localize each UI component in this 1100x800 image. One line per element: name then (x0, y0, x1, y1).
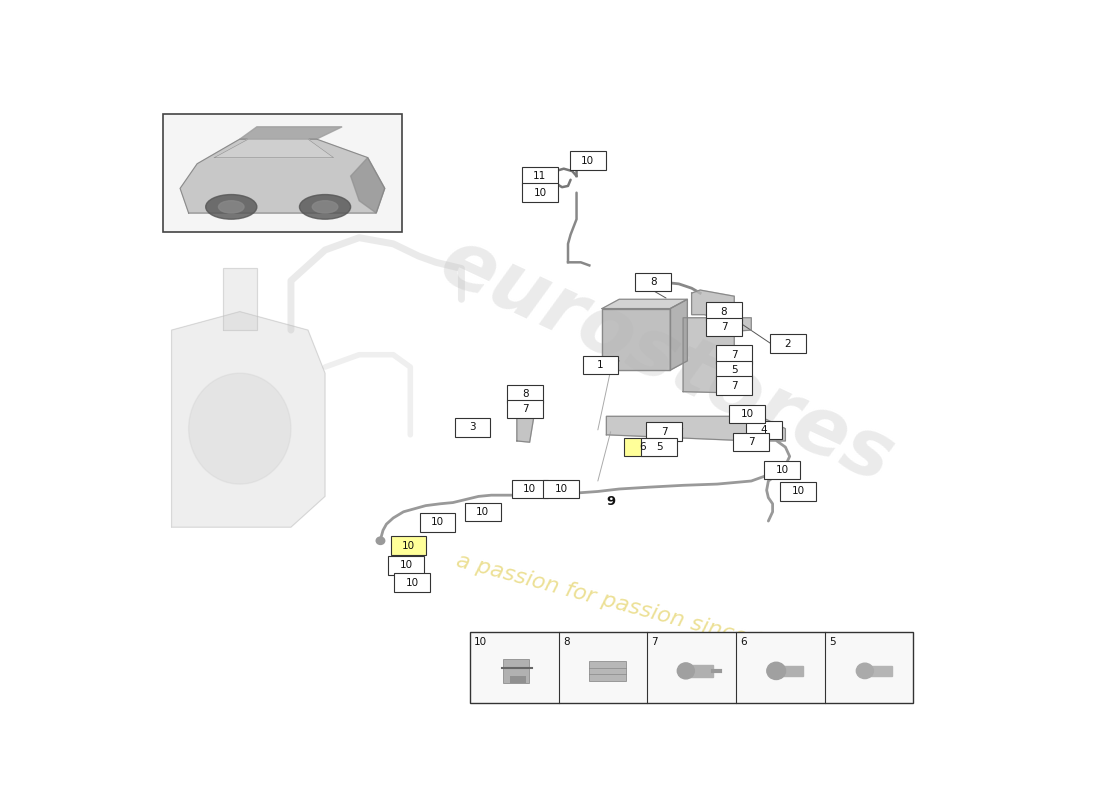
FancyBboxPatch shape (512, 480, 548, 498)
Polygon shape (351, 158, 385, 213)
Polygon shape (867, 666, 892, 676)
Polygon shape (683, 318, 751, 393)
FancyBboxPatch shape (770, 334, 806, 353)
Text: 10: 10 (406, 578, 419, 588)
FancyBboxPatch shape (465, 502, 501, 521)
FancyBboxPatch shape (522, 167, 558, 186)
FancyBboxPatch shape (746, 421, 782, 439)
Text: 3: 3 (470, 422, 476, 433)
Polygon shape (670, 299, 688, 370)
Ellipse shape (376, 537, 385, 545)
FancyBboxPatch shape (522, 183, 558, 202)
Polygon shape (222, 269, 257, 330)
FancyBboxPatch shape (454, 418, 491, 437)
FancyBboxPatch shape (570, 151, 605, 170)
Text: 6: 6 (639, 442, 646, 452)
Text: 6: 6 (740, 637, 747, 647)
Polygon shape (214, 139, 333, 158)
Text: a passion for passion since 1985: a passion for passion since 1985 (453, 550, 811, 664)
Polygon shape (692, 290, 735, 321)
Text: 9: 9 (606, 495, 615, 508)
Text: 1: 1 (597, 360, 604, 370)
Text: 10: 10 (524, 484, 536, 494)
Text: 8: 8 (522, 389, 529, 399)
Bar (504, 658, 529, 683)
Ellipse shape (189, 373, 290, 484)
FancyBboxPatch shape (729, 405, 764, 423)
Text: 10: 10 (554, 484, 568, 494)
Text: 8: 8 (720, 306, 727, 317)
Text: 10: 10 (534, 188, 547, 198)
Text: 7: 7 (720, 322, 727, 332)
Polygon shape (602, 299, 688, 309)
FancyBboxPatch shape (706, 318, 741, 336)
FancyBboxPatch shape (780, 482, 816, 501)
Text: 2: 2 (784, 338, 791, 349)
Text: 10: 10 (776, 465, 789, 475)
Text: 10: 10 (431, 518, 444, 527)
Text: 10: 10 (792, 486, 805, 497)
Polygon shape (240, 126, 342, 139)
FancyBboxPatch shape (647, 422, 682, 441)
Text: 8: 8 (650, 277, 657, 287)
Text: 10: 10 (476, 507, 490, 517)
Polygon shape (778, 666, 803, 676)
Bar (470, 632, 913, 702)
Polygon shape (172, 311, 326, 527)
Ellipse shape (299, 194, 351, 219)
FancyBboxPatch shape (420, 513, 455, 531)
FancyBboxPatch shape (764, 461, 800, 479)
Polygon shape (180, 139, 385, 213)
FancyBboxPatch shape (706, 302, 741, 321)
FancyBboxPatch shape (507, 400, 543, 418)
Bar (510, 676, 526, 683)
Text: 11: 11 (534, 171, 547, 181)
FancyBboxPatch shape (543, 480, 579, 498)
Text: 7: 7 (522, 404, 529, 414)
Text: 7: 7 (730, 381, 738, 390)
FancyBboxPatch shape (388, 556, 424, 574)
Ellipse shape (678, 663, 694, 679)
Text: 10: 10 (399, 560, 412, 570)
Ellipse shape (856, 663, 873, 678)
FancyBboxPatch shape (394, 574, 430, 592)
Ellipse shape (312, 201, 338, 213)
Polygon shape (688, 665, 713, 677)
Ellipse shape (219, 201, 244, 213)
Text: 5: 5 (829, 637, 836, 647)
Text: 10: 10 (581, 156, 594, 166)
Text: 7: 7 (651, 637, 658, 647)
FancyBboxPatch shape (716, 361, 752, 379)
Text: 4: 4 (761, 425, 768, 435)
Polygon shape (602, 309, 670, 370)
FancyBboxPatch shape (625, 438, 660, 456)
Ellipse shape (206, 194, 257, 219)
Text: 10: 10 (474, 637, 487, 647)
Text: 7: 7 (748, 437, 755, 447)
Text: 10: 10 (740, 409, 754, 419)
FancyBboxPatch shape (636, 273, 671, 291)
Polygon shape (517, 407, 534, 442)
Text: 5: 5 (730, 365, 738, 375)
FancyBboxPatch shape (716, 376, 752, 394)
FancyBboxPatch shape (390, 537, 427, 555)
FancyBboxPatch shape (734, 433, 769, 451)
Text: eurostores: eurostores (427, 222, 905, 500)
Text: 10: 10 (402, 541, 415, 550)
Text: 8: 8 (563, 637, 570, 647)
FancyBboxPatch shape (641, 438, 678, 456)
Polygon shape (606, 416, 785, 441)
FancyBboxPatch shape (583, 356, 618, 374)
Text: 5: 5 (656, 442, 662, 452)
FancyBboxPatch shape (716, 346, 752, 364)
FancyBboxPatch shape (507, 385, 543, 403)
Bar (163, 114, 402, 231)
Ellipse shape (767, 662, 785, 679)
Text: 7: 7 (661, 426, 668, 437)
Bar (588, 661, 626, 681)
Text: 7: 7 (730, 350, 738, 360)
